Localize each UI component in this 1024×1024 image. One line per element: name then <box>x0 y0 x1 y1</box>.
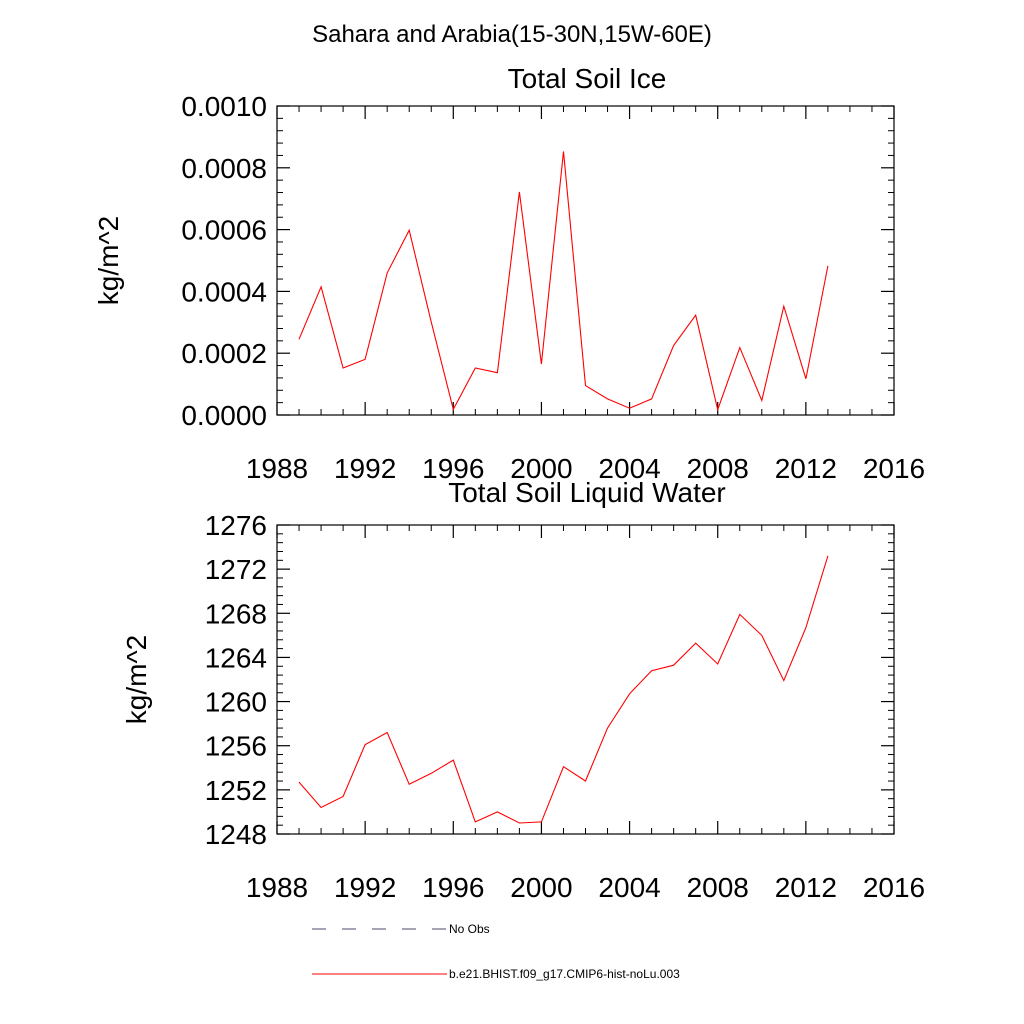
x-tick-label: 1988 <box>246 453 308 484</box>
panel-total-soil-ice: Total Soil Ice 1988 1992 1996 2000 2004 2008 2… <box>93 63 925 484</box>
legend-label-no-obs: No Obs <box>449 922 490 936</box>
series-line <box>298 555 829 824</box>
x-tick-label: 2008 <box>687 872 749 903</box>
y-tick-label: 1272 <box>205 554 267 585</box>
y-tick-label: 0.0004 <box>181 276 267 307</box>
x-tick-label: 2000 <box>510 453 572 484</box>
x-tick-label: 1992 <box>334 453 396 484</box>
y-tick-label: 0.0010 <box>181 91 267 122</box>
y-tick-label: 1268 <box>205 598 267 629</box>
x-tick-label: 2016 <box>863 872 925 903</box>
series-line <box>298 151 829 412</box>
y-tick-label: 0.0002 <box>181 338 267 369</box>
x-tick-label: 2012 <box>775 453 837 484</box>
x-tick-label: 2000 <box>510 872 572 903</box>
x-tick-label: 1996 <box>422 872 484 903</box>
chart-title: Total Soil Liquid Water <box>448 477 726 508</box>
x-tick-label: 1996 <box>422 453 484 484</box>
legend-label-model: b.e21.BHIST.f09_g17.CMIP6-hist-noLu.003 <box>449 967 680 981</box>
y-tick-label: 1276 <box>205 510 267 541</box>
plot-frame <box>276 524 895 835</box>
panel-total-soil-liquid-water: Total Soil Liquid Water 1988 1992 1996 2000… <box>121 477 925 903</box>
x-tick-label: 1992 <box>334 872 396 903</box>
y-tick-label: 1264 <box>205 642 267 673</box>
y-axis-label: kg/m^2 <box>93 216 124 305</box>
y-tick-label: 0.0000 <box>181 400 267 431</box>
x-tick-label: 1988 <box>246 872 308 903</box>
y-axis-label: kg/m^2 <box>121 635 152 724</box>
x-tick-label: 2004 <box>598 453 660 484</box>
y-tick-label: 1248 <box>205 819 267 850</box>
plot-frame <box>276 105 895 416</box>
y-tick-label: 1260 <box>205 687 267 718</box>
y-tick-label: 1256 <box>205 731 267 762</box>
x-tick-label: 2016 <box>863 453 925 484</box>
figure-suptitle: Sahara and Arabia(15-30N,15W-60E) <box>312 21 712 48</box>
x-tick-label: 2012 <box>775 872 837 903</box>
legend: No Obs b.e21.BHIST.f09_g17.CMIP6-hist-no… <box>312 922 680 981</box>
y-tick-label: 0.0008 <box>181 153 267 184</box>
y-tick-label: 1252 <box>205 775 267 806</box>
x-tick-label: 2008 <box>687 453 749 484</box>
y-tick-label: 0.0006 <box>181 215 267 246</box>
chart-title: Total Soil Ice <box>508 63 667 94</box>
x-tick-label: 2004 <box>598 872 660 903</box>
